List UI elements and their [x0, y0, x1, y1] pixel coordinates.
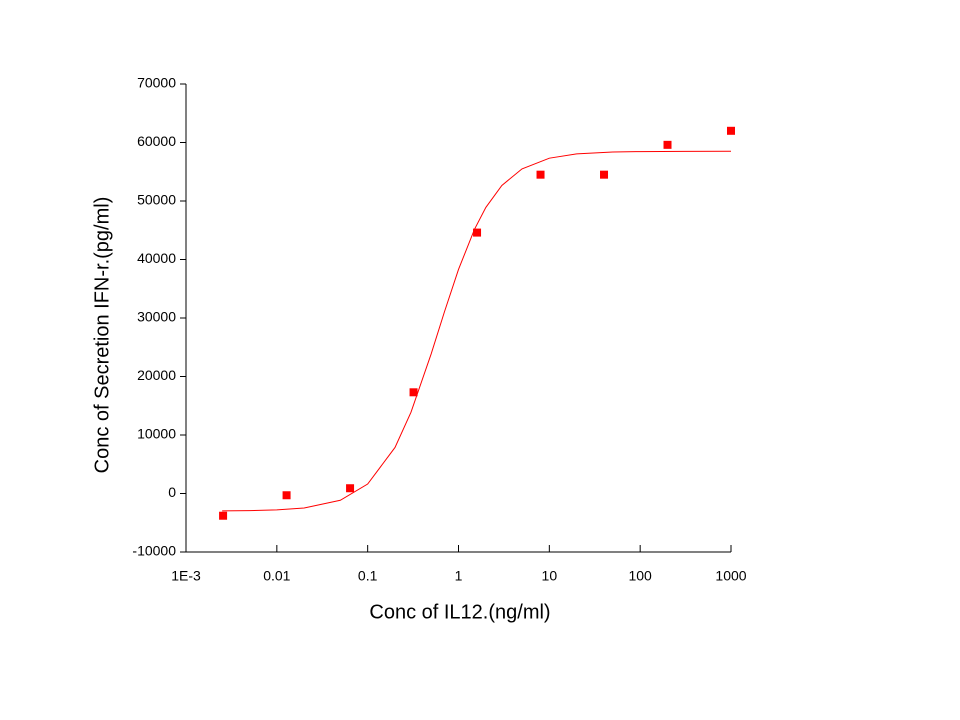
data-point — [282, 491, 291, 500]
data-point — [409, 388, 418, 397]
x-tick-label: 100 — [628, 568, 652, 584]
data-point — [346, 484, 355, 493]
x-tick-label: 1 — [455, 568, 463, 584]
y-tick-label: -10000 — [132, 543, 176, 559]
data-point — [473, 228, 482, 237]
data-point — [727, 126, 735, 135]
y-axis-title: Conc of Secretion IFN-r.(pg/ml) — [91, 197, 113, 474]
data-point — [536, 170, 545, 179]
y-tick-label: 50000 — [137, 192, 176, 208]
y-tick-label: 60000 — [137, 133, 176, 149]
data-point — [663, 140, 672, 149]
x-tick-label: 10 — [542, 568, 558, 584]
y-tick-label: 10000 — [137, 426, 176, 442]
fit-curve — [222, 150, 732, 512]
y-tick-label: 0 — [168, 484, 176, 500]
x-tick-label: 0.01 — [263, 568, 290, 584]
y-tick-label: 30000 — [137, 309, 176, 325]
y-tick-label: 20000 — [137, 367, 176, 383]
x-tick-label: 0.1 — [358, 568, 378, 584]
x-axis-title: Conc of IL12.(ng/ml) — [369, 601, 550, 623]
x-tick-label: 1000 — [715, 568, 746, 584]
y-tick-label: 70000 — [137, 75, 176, 91]
data-point — [219, 511, 228, 520]
data-point — [600, 170, 609, 179]
x-tick-label: 1E-3 — [171, 568, 201, 584]
y-tick-label: 40000 — [137, 250, 176, 266]
